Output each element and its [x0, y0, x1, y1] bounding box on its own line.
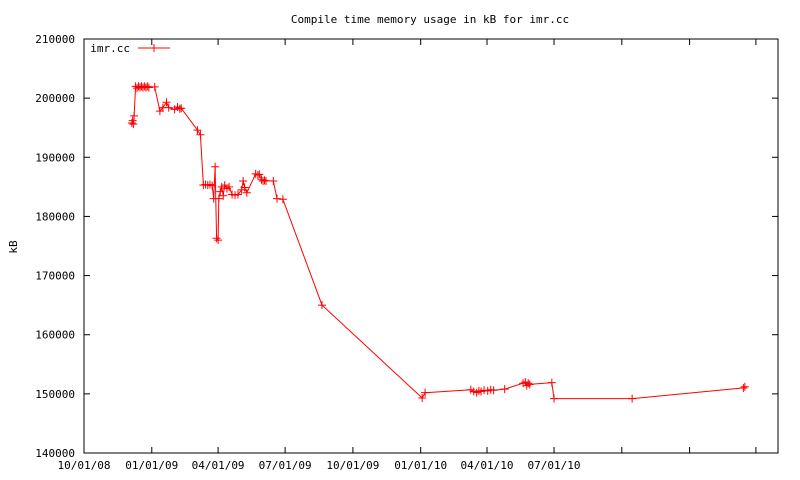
x-tick-label: 10/01/08 — [58, 459, 111, 472]
data-point: 08/20/09: 165000 — [317, 301, 326, 310]
x-tick-label: 10/01/09 — [326, 459, 379, 472]
x-tick-label: 01/01/09 — [125, 459, 178, 472]
data-point: 05/22/09: 187200 — [251, 169, 260, 178]
x-tick-label: 01/01/10 — [394, 459, 447, 472]
chart-title: Compile time memory usage in kB for imr.… — [291, 13, 569, 26]
data-point: 04/01/09: 176000 — [214, 236, 223, 245]
data-point: 12/28/08: 201800 — [144, 83, 153, 92]
data-point: 05/10/09: 184000 — [242, 188, 251, 197]
data-point: 06/20/09: 183000 — [273, 194, 282, 203]
data-point: 05/27/09: 187100 — [255, 170, 264, 179]
data-point: 03/24/09: 185200 — [208, 181, 217, 190]
data-point: 12/08/08: 197000 — [130, 111, 139, 120]
y-axis: 140000 150000 160000 170000 180000 190000 2000… — [35, 33, 778, 460]
x-tick-label: 07/01/09 — [259, 459, 312, 472]
data-point: 03/08/09: 193800 — [196, 130, 205, 139]
x-tick-label: 04/01/10 — [460, 459, 513, 472]
data-point: 03/18/09: 185300 — [203, 181, 212, 190]
legend: imr.cc — [90, 42, 170, 55]
data-point: 01/05/09: 201900 — [150, 82, 159, 91]
data-point: 04/02/09: 183000 — [214, 194, 223, 203]
y-tick-label: 200000 — [35, 92, 75, 105]
data-point: 04/25/10: 150800 — [500, 385, 509, 394]
series-layer: 12/05/08: 19580012/06/08: 19620012/07/08… — [127, 82, 749, 403]
y-tick-label: 170000 — [35, 270, 75, 283]
data-point: 07/01/10: 149200 — [550, 394, 559, 403]
y-tick-label: 140000 — [35, 447, 75, 460]
data-point: 06/28/09: 182900 — [278, 195, 287, 204]
data-point: 05/05/09: 186000 — [239, 176, 248, 185]
series-line-imr.cc — [131, 84, 746, 400]
data-point: 12/07/08: 195600 — [129, 120, 138, 129]
data-point: 04/10/10: 150600 — [489, 386, 498, 395]
data-point: 02/08/09: 198200 — [175, 104, 184, 113]
data-point: 01/24/09: 198400 — [164, 103, 173, 112]
data-point: 06/15/09: 186000 — [269, 176, 278, 185]
data-point: 12/26/08: 202000 — [143, 82, 152, 91]
data-point: 03/28/09: 188400 — [211, 162, 220, 171]
y-tick-label: 210000 — [35, 33, 75, 46]
data-point: 01/21/09: 199300 — [162, 98, 171, 107]
data-point: 03/30/09: 176300 — [212, 234, 221, 243]
data-point: 03/17/11: 151200 — [740, 382, 749, 391]
y-tick-label: 150000 — [35, 388, 75, 401]
data-point: 06/03/09: 186100 — [260, 176, 269, 185]
data-point: 03/04/09: 194600 — [193, 126, 202, 135]
y-tick-label: 180000 — [35, 210, 75, 223]
data-point: 02/10/09: 198300 — [177, 104, 186, 113]
plot-frame — [83, 38, 779, 454]
y-tick-label: 190000 — [35, 151, 75, 164]
legend-swatch-marker — [150, 44, 158, 52]
data-point: 04/08/09: 183500 — [219, 191, 228, 200]
data-point: 06/28/10: 151900 — [547, 378, 556, 387]
x-axis: 10/01/08 01/01/09 04/01/09 07/01/09 10/01/09… — [58, 39, 757, 472]
data-point: 04/04/09: 184200 — [216, 187, 225, 196]
legend-label: imr.cc — [90, 42, 130, 55]
data-point: 05/25/09: 187000 — [253, 171, 262, 180]
x-tick-label: 07/01/10 — [528, 459, 581, 472]
data-point: 03/28/10: 150600 — [480, 386, 489, 395]
data-point: 05/07/09: 184900 — [240, 183, 249, 192]
data-point: 04/28/09: 183700 — [233, 190, 242, 199]
data-point: 10/15/10: 149200 — [628, 394, 637, 403]
data-point: 03/21/10: 150500 — [474, 386, 483, 395]
data-point: 06/05/09: 186000 — [261, 176, 270, 185]
data-point: 05/27/10: 151800 — [524, 379, 533, 388]
x-tick-label: 04/01/09 — [192, 459, 245, 472]
data-point: 03/15/11: 151000 — [739, 383, 748, 392]
y-tick-label: 160000 — [35, 329, 75, 342]
data-point: 01/03/10: 149300 — [418, 393, 427, 402]
data-point: 12/06/08: 196200 — [128, 116, 137, 125]
data-point: 05/29/10: 151600 — [525, 380, 534, 389]
y-axis-label: kB — [7, 240, 20, 254]
data-point: 01/07/10: 150200 — [421, 388, 430, 397]
data-point: 04/16/09: 185000 — [225, 182, 234, 191]
